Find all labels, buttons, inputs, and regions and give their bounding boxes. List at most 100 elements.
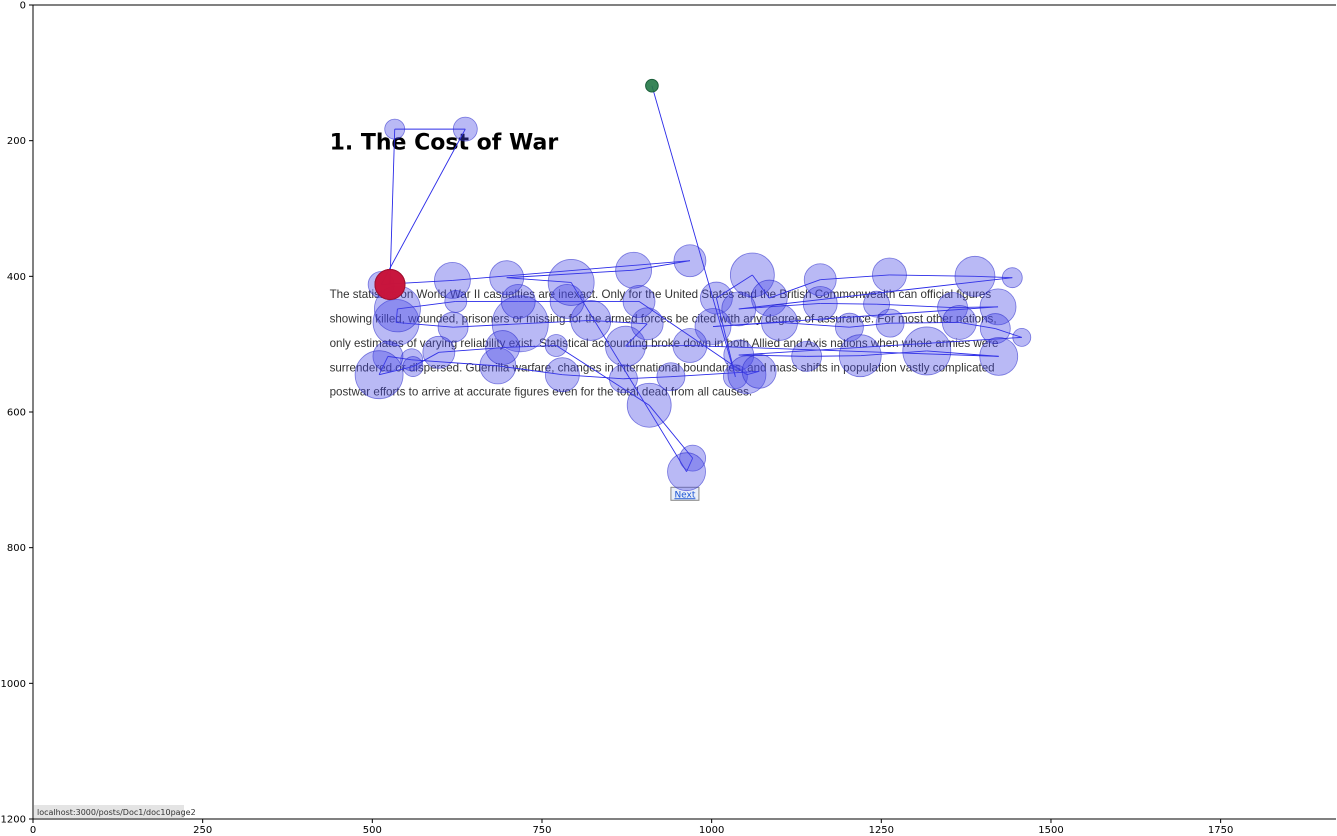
fixation-point (485, 330, 521, 365)
saccade-line (715, 297, 736, 377)
status-bar-background (34, 805, 184, 818)
fixation-point (402, 356, 424, 377)
fixation-point (667, 452, 706, 492)
y-tick-label: 1200 (1, 815, 26, 826)
fixation-point (479, 347, 517, 385)
paragraph-line: only estimates of varying reliability ex… (330, 337, 999, 350)
fixation-point (491, 295, 549, 353)
fixation-point (489, 260, 525, 296)
fixation-point (699, 281, 733, 315)
saccade-line (686, 457, 694, 472)
paragraph-line: showing killed, wounded, prisoners or mi… (330, 312, 997, 325)
fixation-point (979, 336, 1019, 376)
fixation-point (721, 291, 757, 327)
saccade-line (779, 322, 850, 328)
x-tick-label: 250 (193, 825, 212, 836)
saccade-line (820, 303, 877, 305)
x-axis-ticks: 0 250 500 750 1000 1250 1500 1750 (30, 819, 1233, 836)
x-tick-label: 1250 (869, 825, 894, 836)
x-tick-label: 1000 (699, 825, 724, 836)
background-webpage: 1. The Cost of War The statistics on Wor… (330, 130, 999, 501)
saccade-line (648, 404, 693, 459)
y-tick-label: 800 (7, 543, 26, 554)
x-tick-label: 0 (30, 825, 36, 836)
paragraph-line: surrendered or dispersed. Guerrilla warf… (330, 361, 995, 374)
fixation-point (672, 328, 708, 363)
next-button-box[interactable] (670, 486, 700, 501)
fixation-point (803, 263, 837, 297)
fixation-point (902, 326, 952, 376)
fixation-point (452, 116, 478, 142)
fixation-point (741, 353, 777, 389)
saccade-line (502, 345, 557, 349)
saccade-line (849, 322, 891, 328)
next-button[interactable]: Next (670, 486, 700, 501)
paragraph-line: The statistics on World War II casualtie… (330, 288, 992, 301)
y-tick-label: 0 (20, 1, 26, 12)
saccade-line (670, 370, 760, 378)
page-paragraph: The statistics on World War II casualtie… (330, 288, 999, 399)
saccade-line (974, 275, 1013, 279)
saccade-line (890, 322, 960, 324)
saccade-line (397, 300, 456, 310)
fixation-point (979, 288, 1017, 326)
fixation-point (1012, 327, 1032, 347)
fixation-point (372, 340, 404, 372)
saccade-line (889, 274, 975, 277)
fixation-point (1001, 267, 1023, 289)
fixation-point (434, 262, 471, 299)
saccade-line (625, 323, 648, 347)
saccade-line (738, 303, 821, 310)
saccade-line (860, 350, 927, 357)
fixation-point (500, 284, 536, 319)
fixation-point (979, 313, 1011, 344)
fixation-point (679, 444, 707, 472)
saccade-line (651, 85, 736, 377)
x-tick-label: 750 (532, 825, 551, 836)
saccade-line (562, 374, 624, 380)
saccade-line (716, 274, 753, 299)
fixation-point (384, 118, 406, 140)
saccade-line (926, 350, 999, 357)
saccade-line (380, 128, 466, 285)
fixation-point (838, 334, 882, 378)
saccade-line (738, 336, 1022, 356)
saccade-line (555, 345, 650, 406)
fixation-point (609, 364, 638, 394)
fixation-point (791, 340, 823, 372)
saccade-line (769, 279, 821, 299)
y-axis-ticks: 0 200 400 600 800 1000 1200 (1, 1, 33, 826)
saccade-line (806, 355, 861, 357)
saccade-line (752, 274, 770, 299)
saccade-line (438, 347, 503, 353)
saccade-line (738, 277, 1013, 310)
fixation-point (622, 285, 656, 318)
y-tick-label: 600 (7, 408, 26, 419)
fixation-point (372, 299, 420, 346)
saccade-line (395, 308, 398, 323)
x-tick-label: 500 (363, 825, 382, 836)
saccade-line (506, 269, 634, 279)
fixation-point (547, 259, 595, 306)
saccade-line (633, 260, 691, 271)
fixation-point (630, 307, 664, 341)
fixation-point (875, 308, 905, 338)
fixation-point (656, 362, 686, 392)
x-tick-label: 1500 (1038, 825, 1063, 836)
fixation-point (802, 286, 838, 321)
saccade-line (412, 351, 440, 367)
saccade-line (570, 282, 687, 472)
saccade-paths (378, 85, 1022, 472)
saccade-line (497, 365, 563, 376)
saccade-line (389, 129, 396, 285)
fixation-point (729, 252, 775, 298)
saccade-line (520, 319, 591, 325)
saccade-line (623, 376, 671, 380)
saccade-line (689, 345, 999, 357)
next-button-label[interactable]: Next (674, 490, 695, 500)
status-url: localhost:3000/posts/Doc1/doc10page2 (37, 808, 196, 817)
y-tick-label: 200 (7, 136, 26, 147)
saccade-line (378, 356, 389, 375)
saccade-line (387, 355, 412, 361)
saccade-line (411, 359, 498, 367)
